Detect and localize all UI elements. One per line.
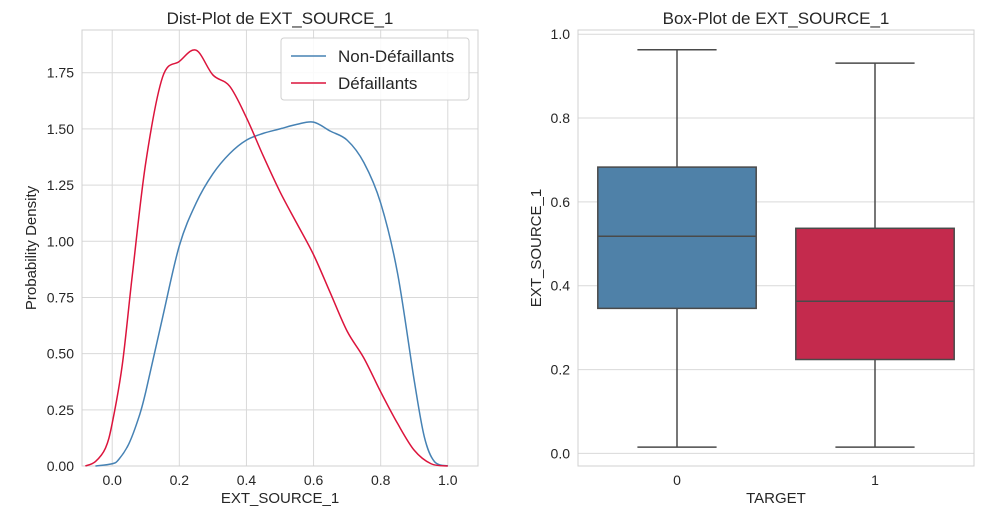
dist-plot-x-tick-label: 1.0 <box>438 472 458 488</box>
dist-plot-y-ticks: 0.00 0.25 0.50 0.75 1.00 1.25 1.50 1.75 <box>47 65 74 474</box>
dist-plot-x-tick-label: 0.8 <box>371 472 391 488</box>
legend: Non-Défaillants Défaillants <box>280 37 470 101</box>
dist-plot-series <box>85 49 449 467</box>
dist-plot-x-tick-label: 0.6 <box>304 472 324 488</box>
dist-plot-frame <box>81 29 479 467</box>
legend-box <box>280 37 470 101</box>
box-plot-boxes <box>597 48 955 448</box>
dist-plot-y-tick-label: 1.75 <box>47 65 74 81</box>
legend-label-defaillants: Défaillants <box>338 74 417 93</box>
dist-plot-chart: 0.0 0.2 0.4 0.6 0.8 1.0 0.00 0.25 0.50 0.75 1.00 1… <box>23 9 479 507</box>
dist-plot-x-tick-label: 0.2 <box>170 472 190 488</box>
dist-plot-y-tick-label: 0.75 <box>47 289 74 305</box>
dist-plot-y-tick-label: 1.50 <box>47 121 74 137</box>
box-plot-y-tick-label: 0.4 <box>551 278 571 294</box>
box-plot-x-axis-label: TARGET <box>746 490 806 507</box>
dist-plot-y-axis-label: Probability Density <box>23 185 40 310</box>
box-target-0 <box>597 48 757 448</box>
dist-plot-y-tick-label: 1.25 <box>47 177 74 193</box>
box-plot-y-tick-label: 0.8 <box>551 110 571 126</box>
legend-label-non-defaillants: Non-Défaillants <box>338 47 454 66</box>
box-plot-y-tick-label: 0.2 <box>551 362 571 378</box>
box-plot-x-tick-label: 0 <box>673 472 681 488</box>
dist-plot-x-ticks: 0.0 0.2 0.4 0.6 0.8 1.0 <box>102 472 457 488</box>
box-plot-title: Box-Plot de EXT_SOURCE_1 <box>663 9 890 28</box>
dist-plot-y-tick-label: 0.50 <box>47 346 74 362</box>
box-plot-frame <box>577 29 975 467</box>
box-target-1 <box>795 62 955 448</box>
dist-plot-y-tick-label: 0.00 <box>47 458 74 474</box>
density-line-defaillants <box>85 49 448 467</box>
box-plot-y-tick-label: 0.0 <box>551 445 571 461</box>
dist-plot-x-tick-label: 0.0 <box>102 472 122 488</box>
iqr-box <box>795 227 955 361</box>
dist-plot-x-tick-label: 0.4 <box>237 472 257 488</box>
box-plot-y-ticks: 0.0 0.2 0.4 0.6 0.8 1.0 <box>551 26 571 461</box>
dist-plot-y-tick-label: 0.25 <box>47 402 74 418</box>
dist-plot-y-tick-label: 1.00 <box>47 233 74 249</box>
box-plot-y-axis-label: EXT_SOURCE_1 <box>528 189 545 307</box>
box-plot-x-tick-label: 1 <box>871 472 879 488</box>
box-plot-y-tick-label: 0.6 <box>551 194 571 210</box>
density-line-non-defaillants <box>95 121 449 467</box>
box-plot-y-tick-label: 1.0 <box>551 26 571 42</box>
iqr-box <box>597 166 757 310</box>
dist-plot-x-axis-label: EXT_SOURCE_1 <box>221 490 339 507</box>
dist-plot-title: Dist-Plot de EXT_SOURCE_1 <box>167 9 394 28</box>
